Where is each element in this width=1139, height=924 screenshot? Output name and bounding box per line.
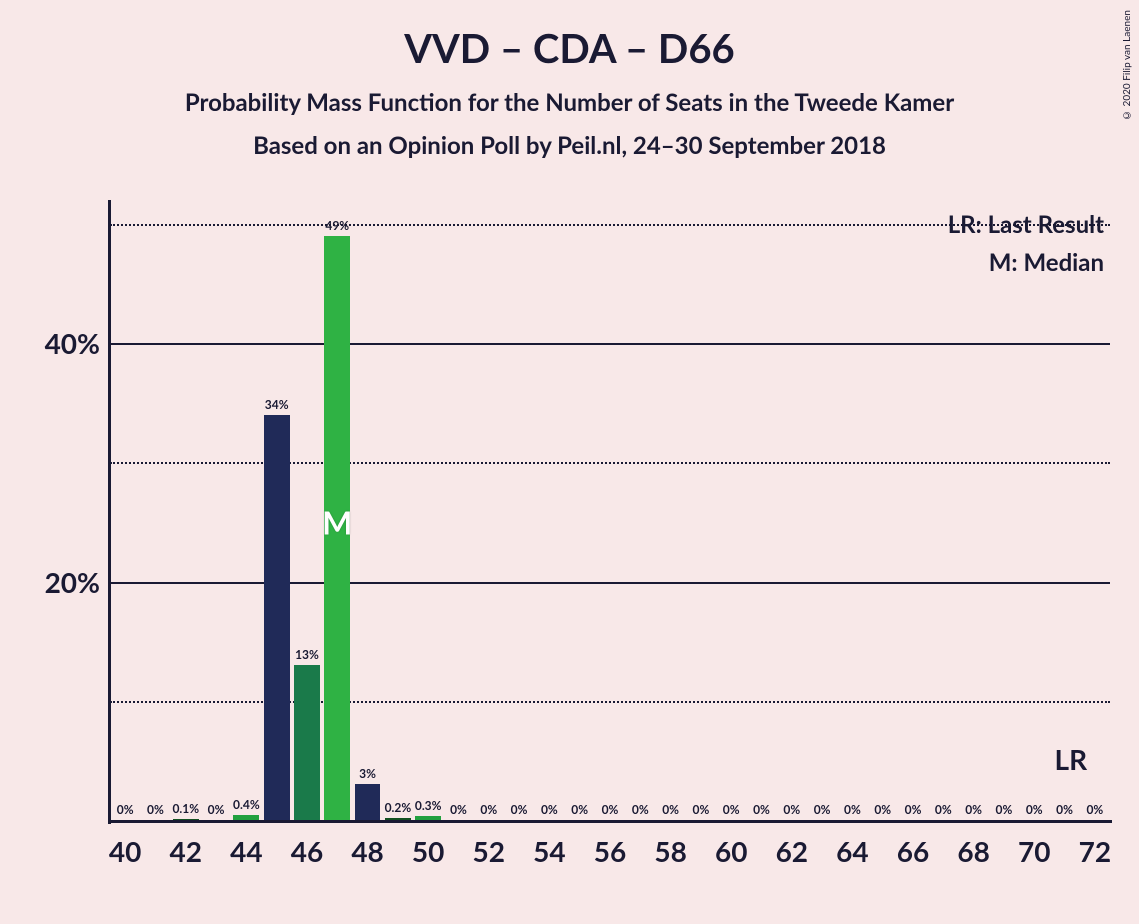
y-tick-label: 20% [45,565,100,599]
bar-value-label: 0.4% [233,797,260,812]
bar-value-label: 0% [1026,802,1043,817]
bar: 0.1% [173,819,199,820]
x-tick-label: 68 [957,834,989,868]
bar-value-label: 0% [844,802,861,817]
bar-value-label: 0% [571,802,588,817]
bar-value-label: 0% [874,802,891,817]
chart-subtitle-2: Based on an Opinion Poll by Peil.nl, 24–… [0,131,1139,160]
bar-value-label: 0.3% [415,798,442,813]
x-tick-label: 66 [897,834,929,868]
bar-value-label: 13% [295,647,319,662]
bar-value-label: 0% [905,802,922,817]
bar: 3% [355,784,381,820]
x-tick-label: 70 [1018,834,1050,868]
x-tick-label: 44 [230,834,262,868]
median-marker: M [322,502,352,541]
bar-value-label: 0% [996,802,1013,817]
x-tick-label: 62 [776,834,808,868]
x-tick-label: 52 [473,834,505,868]
x-tick-label: 64 [836,834,868,868]
x-tick-label: 60 [715,834,747,868]
chart-plot-area: LR: Last Result M: Median 20%40%0%0%0.1%… [110,200,1110,820]
bar-value-label: 3% [359,766,376,781]
bar-value-label: 0% [753,802,770,817]
x-tick-label: 42 [170,834,202,868]
bar-value-label: 0% [147,802,164,817]
copyright-text: © 2020 Filip van Laenen [1121,10,1133,121]
legend: LR: Last Result M: Median [948,206,1104,283]
bar-value-label: 0% [1086,802,1103,817]
bar: 34% [264,415,290,820]
bar-value-label: 49% [325,218,349,233]
bar-value-label: 0% [208,802,225,817]
x-tick-label: 72 [1079,834,1111,868]
x-tick-label: 50 [412,834,444,868]
bar: 0.4% [233,815,259,820]
bar-value-label: 0% [541,802,558,817]
bar: 13% [294,665,320,820]
bar-value-label: 0% [783,802,800,817]
y-axis-line [108,200,111,824]
bar-value-label: 0% [935,802,952,817]
bar-value-label: 0% [662,802,679,817]
gridline-major [110,582,1110,584]
bar-value-label: 0% [814,802,831,817]
chart-subtitle-1: Probability Mass Function for the Number… [0,88,1139,117]
legend-m: M: Median [948,244,1104,282]
x-tick-label: 40 [109,834,141,868]
bar-value-label: 0% [511,802,528,817]
bar-value-label: 0% [602,802,619,817]
x-tick-label: 48 [351,834,383,868]
bar-value-label: 0% [117,802,134,817]
bar-value-label: 0% [480,802,497,817]
y-tick-label: 40% [45,326,100,360]
x-tick-label: 58 [654,834,686,868]
x-tick-label: 56 [594,834,626,868]
bar-value-label: 34% [265,397,289,412]
bar-value-label: 0% [1056,802,1073,817]
x-tick-label: 46 [291,834,323,868]
bar-value-label: 0% [965,802,982,817]
gridline-minor [110,701,1110,703]
chart-title: VVD – CDA – D66 [0,0,1139,72]
bar-value-label: 0% [692,802,709,817]
x-axis-line [108,820,1112,823]
bar: 0.2% [385,818,411,820]
bar-value-label: 0% [632,802,649,817]
bar-value-label: 0% [723,802,740,817]
bar-value-label: 0% [450,802,467,817]
gridline-minor [110,462,1110,464]
gridline-major [110,343,1110,345]
x-tick-label: 54 [533,834,565,868]
bar-value-label: 0.1% [172,801,199,816]
bar-value-label: 0.2% [385,800,412,815]
bar: 0.3% [415,816,441,820]
lr-marker: LR [1055,742,1088,776]
gridline-minor [110,224,1110,226]
